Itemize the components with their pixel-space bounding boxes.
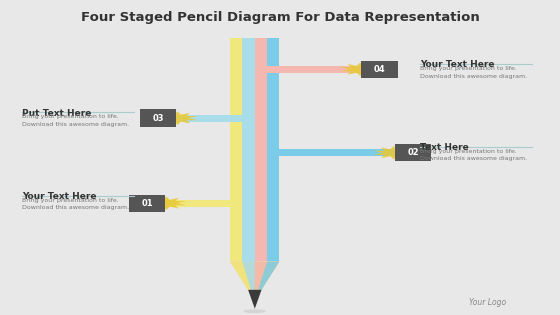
Bar — [151, 200, 230, 207]
Bar — [230, 38, 242, 261]
Text: Your Text Here: Your Text Here — [420, 60, 494, 70]
Polygon shape — [258, 261, 279, 290]
Text: Four Staged Pencil Diagram For Data Representation: Four Staged Pencil Diagram For Data Repr… — [81, 11, 479, 24]
Bar — [140, 109, 176, 127]
Polygon shape — [248, 290, 262, 309]
Text: 04: 04 — [374, 65, 385, 74]
Text: 02: 02 — [407, 148, 419, 157]
Bar — [255, 69, 267, 261]
Polygon shape — [230, 261, 251, 290]
Polygon shape — [157, 112, 198, 125]
Text: Put Text Here: Put Text Here — [22, 109, 92, 118]
Bar — [255, 38, 267, 261]
Bar — [230, 203, 242, 261]
Bar — [395, 144, 431, 161]
Ellipse shape — [244, 309, 266, 313]
Polygon shape — [242, 261, 255, 290]
Polygon shape — [374, 146, 414, 159]
Text: Bring your presentation to life.
Download this awesome diagram.: Bring your presentation to life. Downloa… — [22, 198, 129, 210]
Polygon shape — [255, 261, 267, 290]
Text: Text Here: Text Here — [420, 143, 469, 152]
Bar — [361, 60, 398, 78]
Polygon shape — [230, 261, 279, 290]
Bar — [242, 118, 255, 261]
Polygon shape — [340, 63, 380, 76]
Bar — [267, 66, 375, 73]
Bar — [279, 149, 409, 156]
Bar — [129, 195, 165, 212]
Bar — [162, 115, 242, 122]
Text: Bring your presentation to life.
Download this awesome diagram.: Bring your presentation to life. Downloa… — [420, 66, 527, 78]
Text: Your Text Here: Your Text Here — [22, 192, 97, 201]
Polygon shape — [146, 197, 186, 210]
Text: Bring your presentation to life.
Download this awesome diagram.: Bring your presentation to life. Downloa… — [420, 149, 527, 161]
Text: Bring your presentation to life.
Download this awesome diagram.: Bring your presentation to life. Downloa… — [22, 114, 129, 127]
Bar — [267, 38, 279, 261]
Bar — [242, 38, 255, 261]
Text: 01: 01 — [141, 199, 153, 208]
Text: Your Logo: Your Logo — [469, 298, 506, 307]
Bar — [267, 153, 279, 261]
Text: 03: 03 — [152, 114, 164, 123]
